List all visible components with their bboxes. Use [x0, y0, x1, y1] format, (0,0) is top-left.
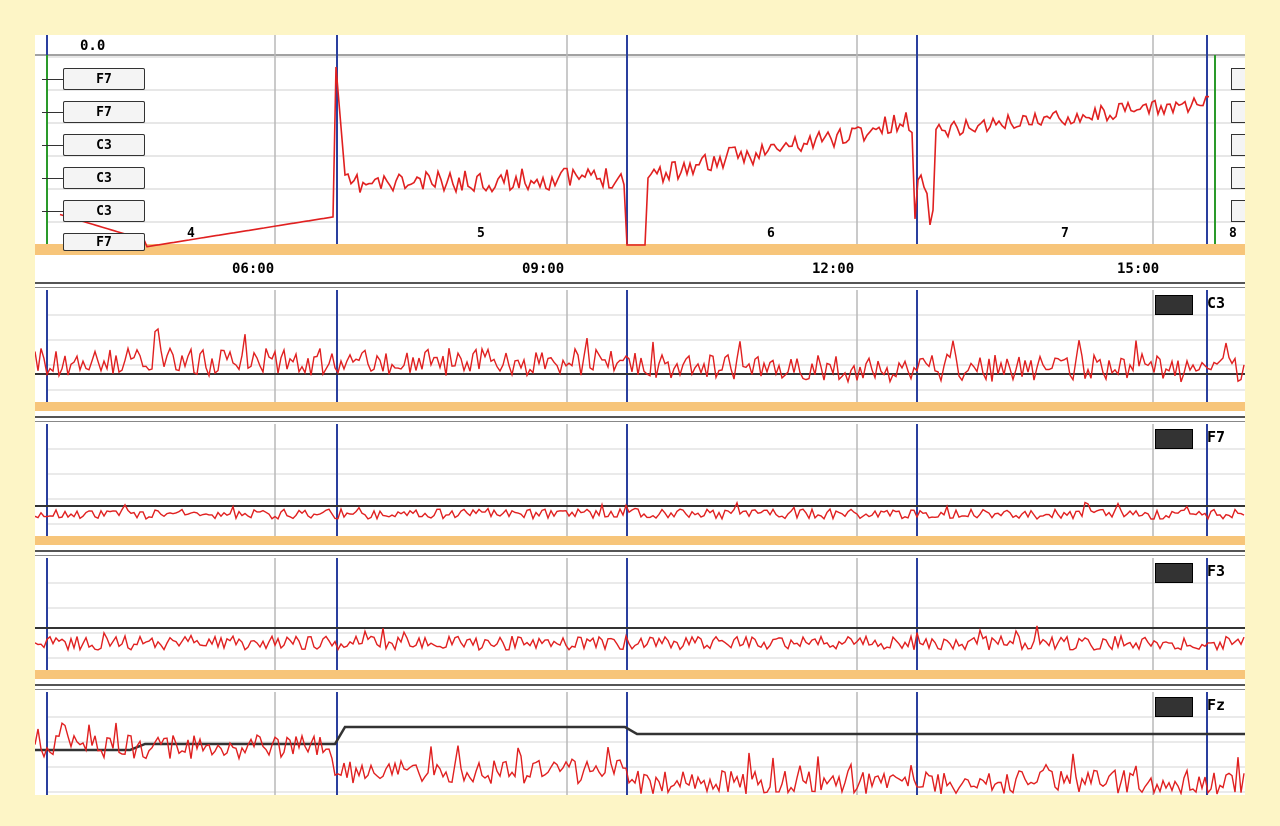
channel-tag-6[interactable]: F7 — [63, 233, 145, 251]
page-number-5: 5 — [477, 226, 485, 241]
trace-panel-c3: C3 — [35, 290, 1245, 415]
page-number-4: 4 — [187, 226, 195, 241]
right-tag-1[interactable] — [1231, 68, 1245, 90]
trace-color-swatch[interactable] — [1155, 429, 1193, 449]
eeg-signal-line — [35, 327, 1245, 385]
trace-color-swatch[interactable] — [1155, 563, 1193, 583]
panel-divider — [35, 421, 1245, 422]
time-tick-1200: 12:00 — [812, 261, 855, 277]
trace-plot-c3[interactable] — [35, 290, 1245, 415]
time-tick-1500: 15:00 — [1117, 261, 1160, 277]
overview-trend-line — [59, 66, 1210, 248]
panel-divider[interactable] — [35, 684, 1245, 686]
page-number-7: 7 — [1061, 226, 1069, 241]
channel-tag-2[interactable]: F7 — [42, 101, 145, 123]
trace-color-swatch[interactable] — [1155, 295, 1193, 315]
trace-panel-f7: F7 — [35, 424, 1245, 549]
trace-panel-f3: F3 — [35, 558, 1245, 683]
eeg-signal-line — [35, 625, 1245, 652]
trace-label-f3: F3 — [1207, 562, 1226, 580]
trace-plot-fz[interactable] — [35, 692, 1245, 795]
right-tag-5[interactable] — [1231, 200, 1245, 222]
trace-label-fz: Fz — [1207, 696, 1226, 714]
time-tick-0900: 09:00 — [522, 261, 565, 277]
channel-tag-4[interactable]: C3 — [42, 167, 145, 189]
page-number-8: 8 — [1229, 226, 1237, 241]
reference-line — [35, 725, 1245, 752]
trace-plot-f3[interactable] — [35, 558, 1245, 683]
panel-divider — [35, 555, 1245, 556]
trace-label-f7: F7 — [1207, 428, 1226, 446]
time-tick-0600: 06:00 — [232, 261, 275, 277]
page-bar — [35, 244, 1245, 255]
panel-divider — [35, 689, 1245, 690]
page-bar — [35, 670, 1245, 679]
eeg-signal-line — [35, 721, 1245, 795]
trace-plot-f7[interactable] — [35, 424, 1245, 549]
right-tag-4[interactable] — [1231, 167, 1245, 189]
channel-tag-1[interactable]: F7 — [42, 68, 145, 90]
panel-divider[interactable] — [35, 550, 1245, 552]
top-value-readout: 0.0 — [80, 38, 106, 54]
panel-divider — [35, 287, 1245, 288]
panel-divider[interactable] — [35, 416, 1245, 418]
channel-tag-5[interactable]: C3 — [42, 200, 145, 222]
page-bar — [35, 536, 1245, 545]
eeg-signal-line — [35, 500, 1245, 521]
trace-panel-fz: Fz — [35, 692, 1245, 795]
right-tag-3[interactable] — [1231, 134, 1245, 156]
trace-color-swatch[interactable] — [1155, 697, 1193, 717]
page-bar — [35, 402, 1245, 411]
panel-divider[interactable] — [35, 282, 1245, 284]
eeg-viewer: 0.0 F7 F7 C3 C3 C3 F7 4 5 6 7 8 06:00 09… — [35, 35, 1245, 795]
overview-plot[interactable] — [35, 35, 1245, 291]
right-tag-2[interactable] — [1231, 101, 1245, 123]
channel-tag-3[interactable]: C3 — [42, 134, 145, 156]
page-number-6: 6 — [767, 226, 775, 241]
overview-panel: 0.0 F7 F7 C3 C3 C3 F7 4 5 6 7 8 06:00 09… — [35, 35, 1245, 291]
trace-label-c3: C3 — [1207, 294, 1226, 312]
